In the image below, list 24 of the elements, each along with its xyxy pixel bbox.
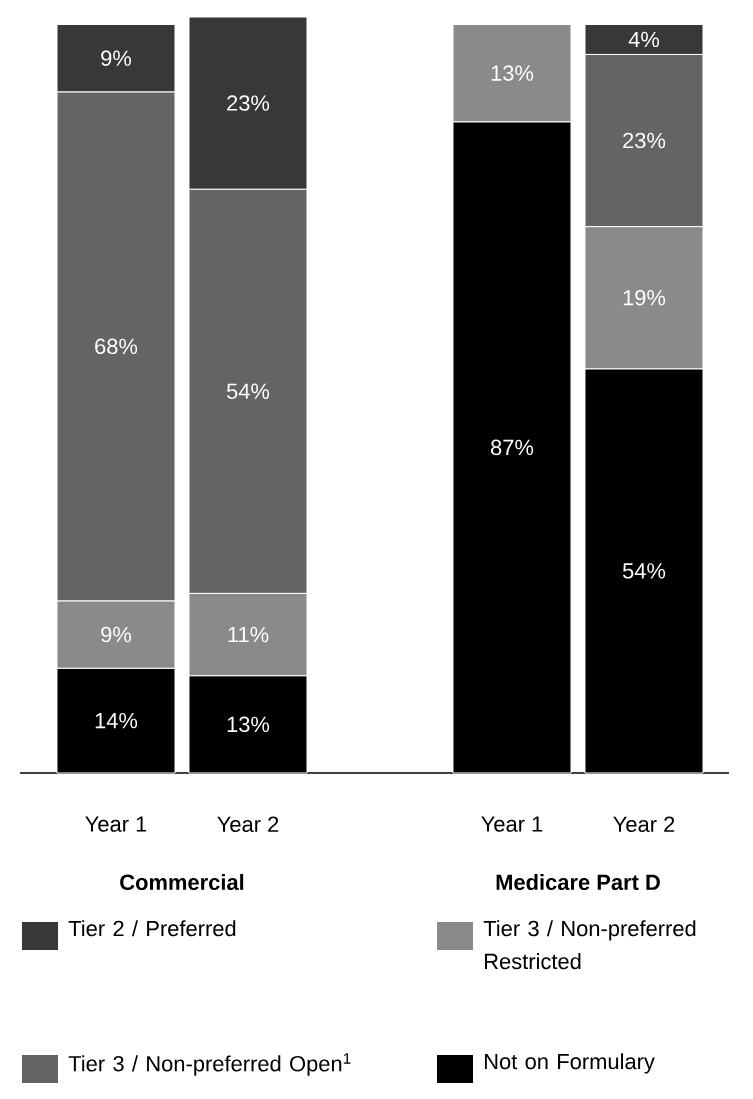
legend-label: Tier 3 / Non-preferred Restricted <box>483 920 696 970</box>
data-label: 23% <box>227 95 270 111</box>
legend-label: Tier 3 / Non-preferred Open$^{1}$ <box>68 1053 351 1076</box>
data-label: 9% <box>101 626 131 643</box>
data-label: 68% <box>95 338 138 355</box>
data-label: 11% <box>228 626 269 643</box>
text: Commercial <box>120 873 244 891</box>
x-tick-label: Year 2 <box>217 816 279 833</box>
data-label: 23% <box>623 132 666 149</box>
data-label: 19% <box>623 289 666 306</box>
x-tick-label: Year 2 <box>613 816 675 833</box>
text: Medicare Part D <box>496 873 660 891</box>
data-label: 14% <box>95 712 138 729</box>
data-label: 13% <box>227 716 270 733</box>
legend-label: Not on Formulary <box>484 1053 655 1074</box>
x-tick-label: Year 1 <box>85 816 147 832</box>
data-label: 54% <box>622 563 666 579</box>
data-label: 4% <box>628 31 659 48</box>
legend-label: Tier 2 / Preferred <box>68 920 236 937</box>
data-label: 9% <box>101 50 131 66</box>
data-label: 54% <box>226 383 270 399</box>
data-label: 87% <box>490 439 534 456</box>
data-label: 13% <box>491 65 534 81</box>
x-tick-label: Year 1 <box>481 816 543 832</box>
